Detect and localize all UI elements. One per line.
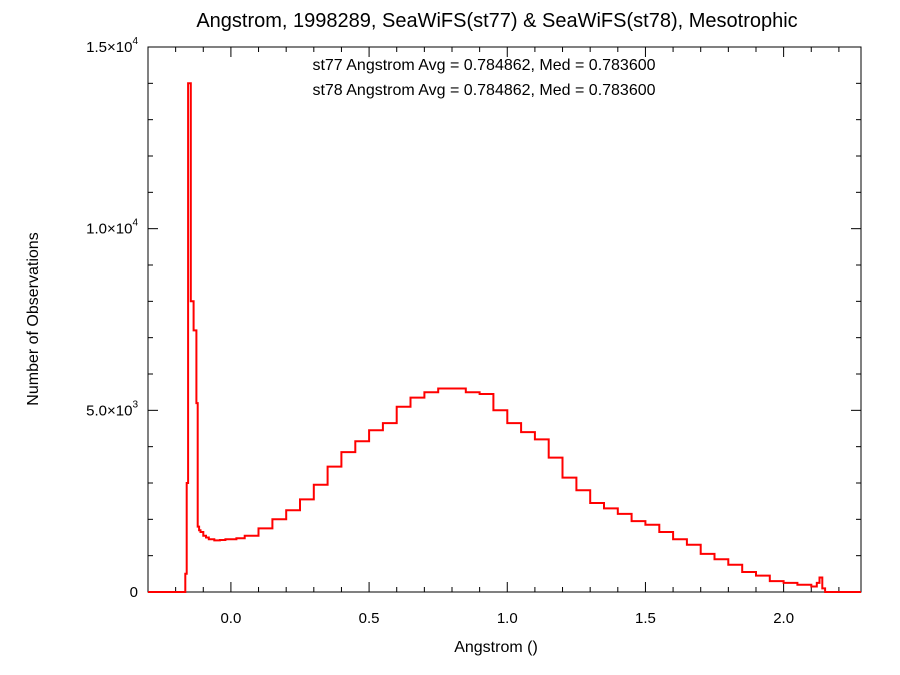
x-tick-label: 1.5	[635, 610, 656, 627]
chart-title: Angstrom, 1998289, SeaWiFS(st77) & SeaWi…	[196, 10, 797, 32]
histogram-series	[148, 82, 861, 593]
annotation-st77: st77 Angstrom Avg = 0.784862, Med = 0.78…	[312, 57, 655, 74]
x-tick-label: 0.5	[359, 610, 380, 627]
x-tick-label: 1.0	[497, 610, 518, 627]
x-axis-label: Angstrom ()	[454, 639, 538, 656]
x-tick-label: 2.0	[773, 610, 794, 627]
y-axis-label: Number of Observations	[25, 232, 42, 405]
y-tick-label: 0	[130, 584, 138, 601]
x-tick-label: 0.0	[220, 610, 241, 627]
y-tick-label: 1.5×104	[86, 36, 138, 56]
annotation-st78: st78 Angstrom Avg = 0.784862, Med = 0.78…	[312, 82, 655, 99]
plot-frame	[147, 46, 862, 593]
y-axis-ticks: 0 5.0×103 1.0×104 1.5×104	[86, 36, 861, 601]
y-tick-label: 5.0×103	[86, 399, 138, 419]
y-tick-label: 1.0×104	[86, 218, 138, 238]
x-axis-ticks: 0.0 0.5 1.0 1.5 2.0	[175, 47, 840, 627]
